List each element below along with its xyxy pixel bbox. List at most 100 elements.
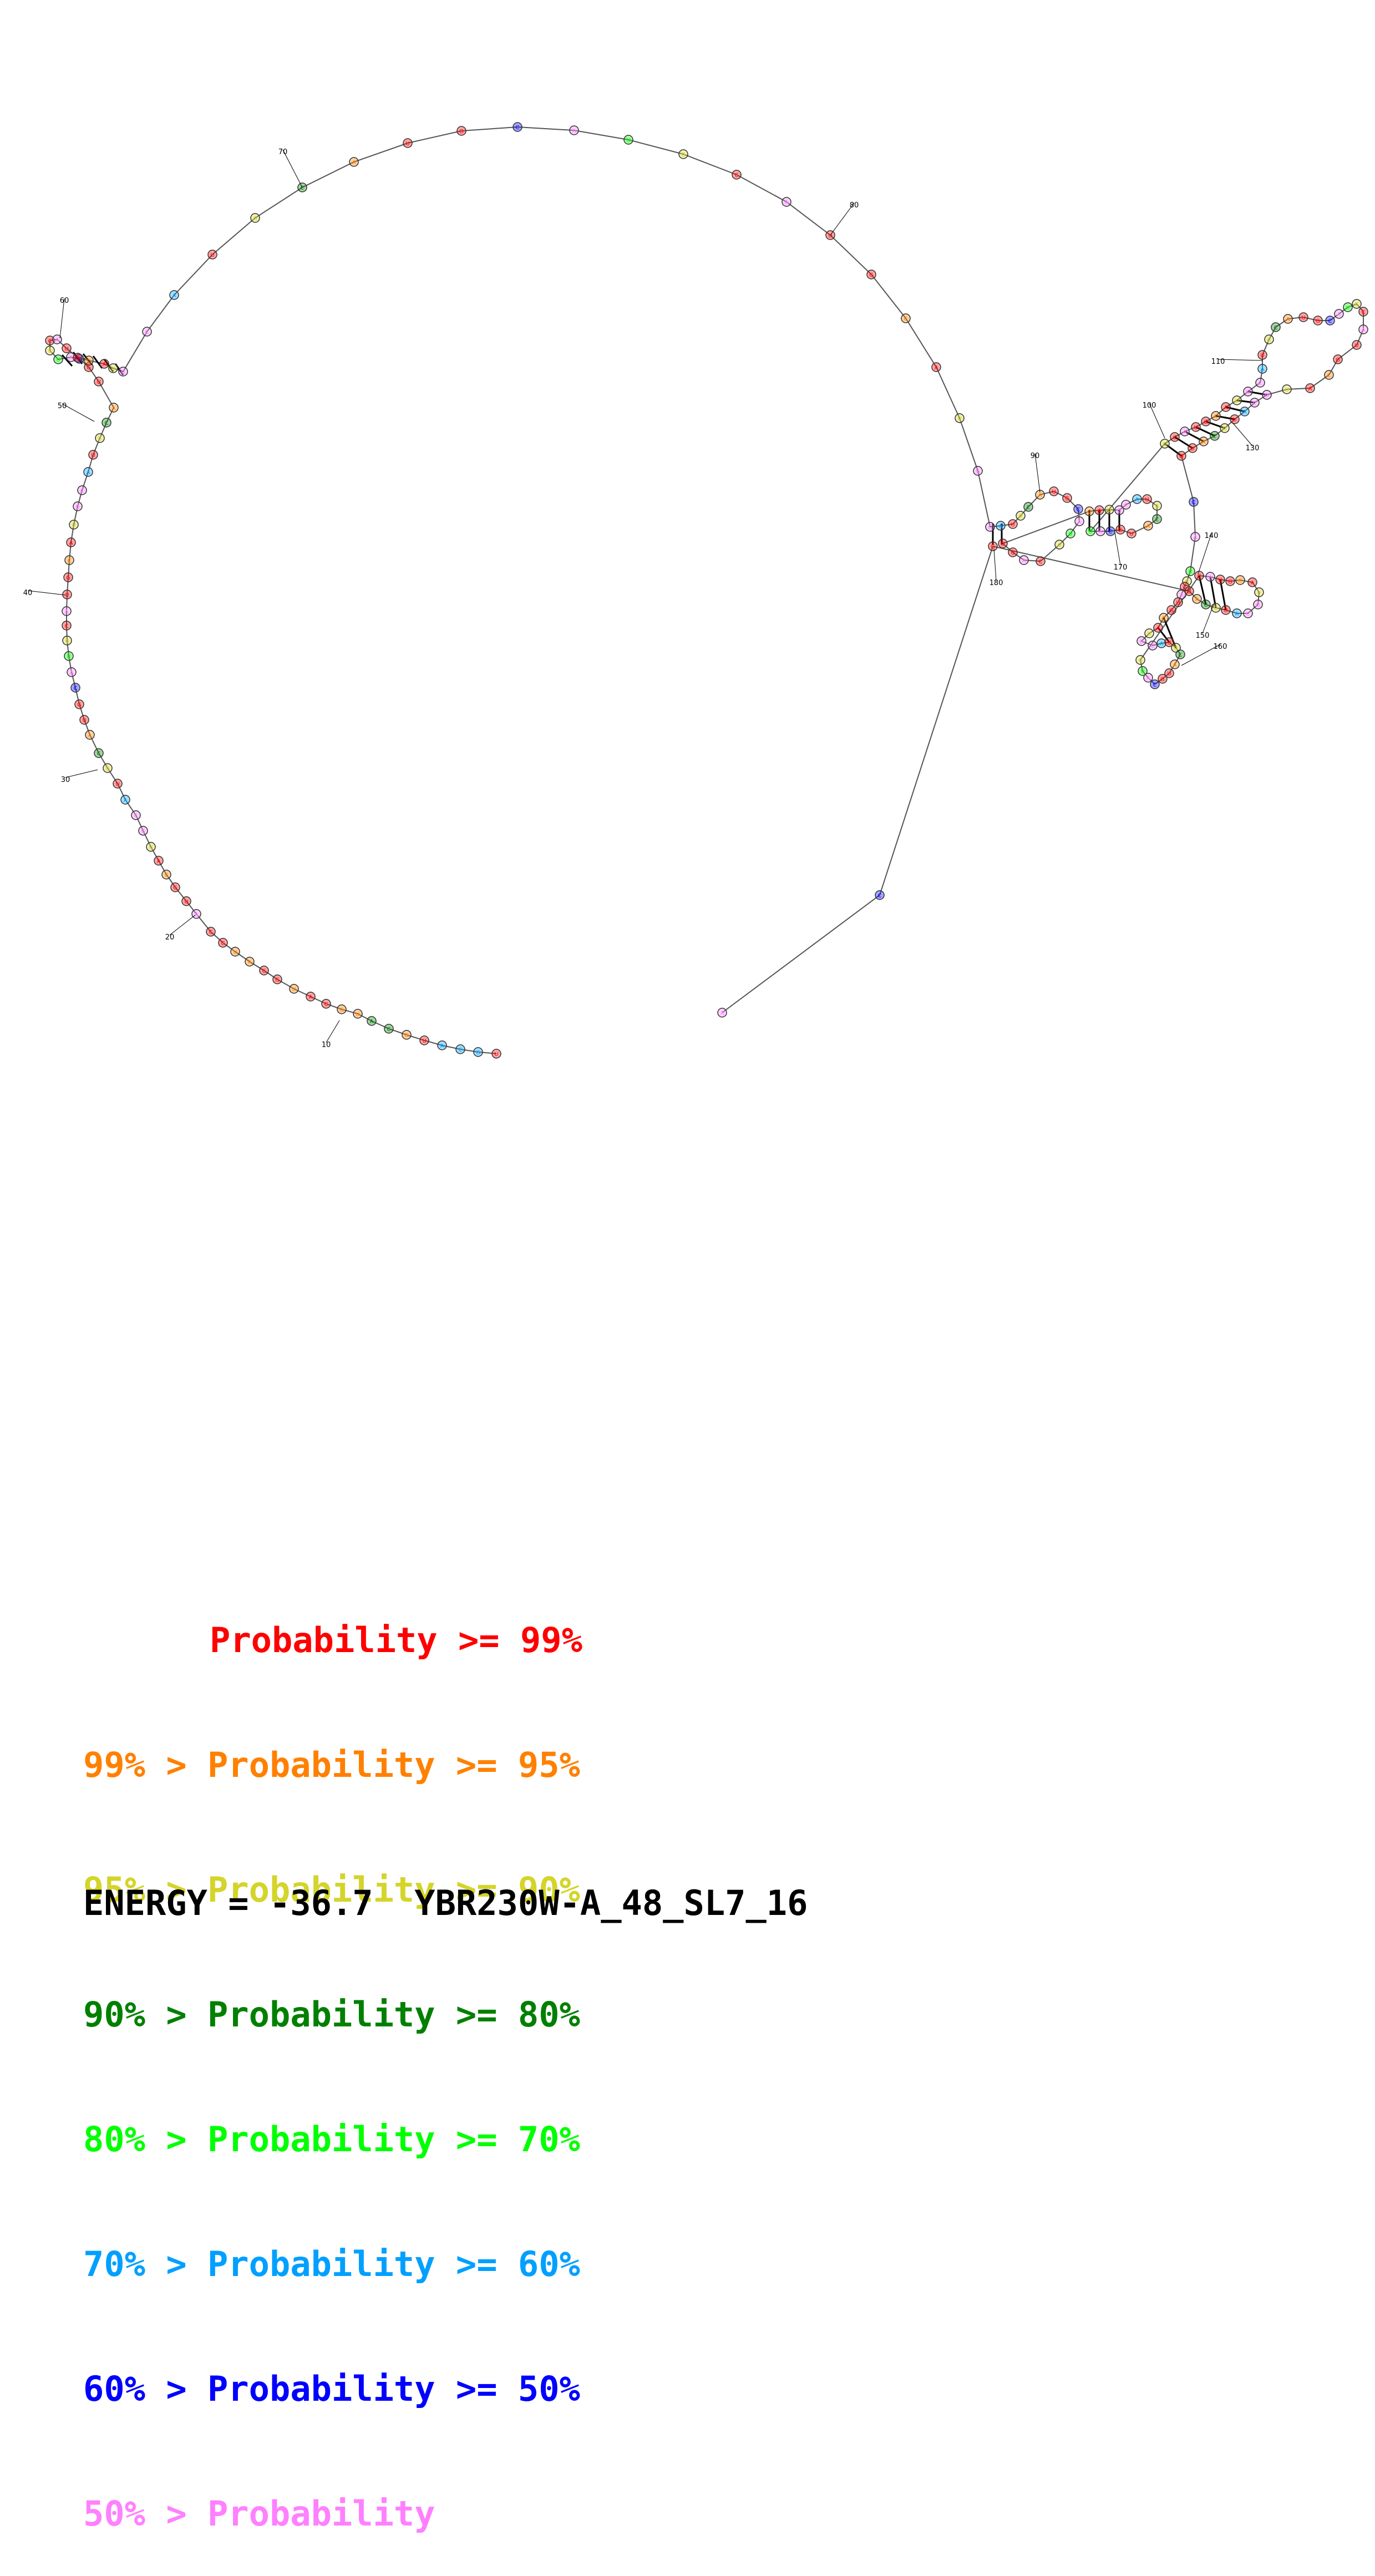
nucleotide-letter: U: [1167, 640, 1171, 646]
nucleotide-letter: G: [1214, 606, 1218, 612]
nucleotide-letter: C: [459, 1047, 463, 1053]
nucleotide-circle: [988, 541, 998, 551]
nucleotide-letter: A: [70, 670, 74, 676]
nucleotide-letter: G: [1179, 454, 1184, 460]
nucleotide-circle: [985, 522, 995, 532]
legend-sep: >: [166, 1994, 187, 2035]
nucleotide-circle: [230, 947, 240, 957]
legend-label: Probability: [207, 1745, 435, 1785]
nucleotide-circle: [1240, 407, 1250, 416]
nucleotide-circle: [1143, 521, 1153, 531]
base-pair-bond: [1219, 579, 1227, 611]
nucleotide-letter: U: [494, 1051, 498, 1058]
nucleotide-circle: [491, 1049, 501, 1059]
nucleotide-circle: [717, 1008, 727, 1018]
nucleotide-circle: [1243, 387, 1253, 397]
nucleotide-circle: [1215, 575, 1225, 585]
nucleotide-circle: [1066, 529, 1075, 538]
nucleotide-letter: A: [1209, 575, 1212, 581]
nucleotide-circle: [1084, 506, 1094, 516]
nucleotide-circle: [1094, 505, 1104, 515]
nucleotide-letter: A: [1337, 312, 1341, 318]
label-tick: [1198, 533, 1212, 575]
legend-lower: 90%: [83, 1994, 145, 2035]
position-label: 80: [850, 201, 859, 210]
nucleotide-circle: [353, 1009, 363, 1019]
nucleotide-circle: [73, 501, 83, 511]
nucleotide-letter: U: [1107, 507, 1111, 514]
nucleotide-letter: G: [1336, 357, 1340, 363]
nucleotide-circle: [623, 135, 633, 145]
nucleotide-circle: [142, 327, 152, 337]
nucleotide-circle: [1176, 451, 1186, 461]
position-label: 140: [1205, 532, 1219, 540]
nucleotide-letter: G: [1256, 602, 1260, 608]
nucleotide-letter: A: [1202, 439, 1206, 445]
nucleotide-circle: [120, 795, 130, 805]
nucleotide-circle: [367, 1016, 377, 1026]
label-tick: [169, 914, 196, 936]
nucleotide-circle: [321, 999, 331, 1009]
nucleotide-circle: [1170, 432, 1180, 442]
label-tick: [1114, 532, 1121, 566]
nucleotide-circle: [998, 538, 1008, 548]
nucleotide-letter: C: [1155, 517, 1159, 523]
nucleotide-circle: [1159, 613, 1169, 623]
nucleotide-letter: U: [149, 845, 153, 851]
nucleotide-circle: [1188, 443, 1198, 453]
nucleotide-letter: U: [1167, 671, 1171, 677]
nucleotide-circle: [513, 122, 522, 132]
nucleotide-letter: U: [957, 416, 961, 422]
position-label: 150: [1196, 632, 1210, 640]
nucleotide-circle: [1173, 597, 1183, 607]
nucleotide-circle: [1166, 605, 1176, 615]
nucleotide-circle: [1257, 364, 1267, 374]
nucleotide-letter: U: [1354, 343, 1358, 349]
label-tick: [65, 769, 98, 778]
nucleotide-circle: [131, 810, 141, 820]
nucleotide-circle: [1264, 334, 1274, 344]
position-label: 20: [165, 933, 175, 942]
nucleotide-circle: [1352, 299, 1362, 309]
position-label: 170: [1114, 563, 1128, 572]
nucleotide-letter: G: [976, 469, 980, 475]
base-pair-bond: [1195, 426, 1215, 437]
nucleotide-circle: [289, 984, 299, 994]
nucleotide-circle: [1143, 673, 1153, 683]
base-pair-bond: [61, 354, 73, 367]
nucleotide-letter: C: [1362, 309, 1366, 316]
nucleotide-letter: C: [87, 358, 91, 364]
nucleotide-letter: C: [301, 185, 305, 191]
position-label: 130: [1246, 444, 1260, 453]
legend-upper: 80%: [517, 1994, 580, 2035]
nucleotide-letter: C: [1077, 507, 1080, 513]
nucleotide-letter: G: [1117, 508, 1122, 514]
nucleotide-letter: A: [1098, 508, 1102, 514]
legend-upper: 70%: [517, 2119, 580, 2160]
nucleotide-letter: A: [1286, 317, 1290, 323]
backbone: [49, 126, 1364, 1054]
position-label: 90: [1031, 452, 1040, 460]
nucleotide-letter: U: [97, 379, 100, 385]
nucleotide-letter: C: [1039, 559, 1043, 565]
legend-op: >=: [455, 1869, 498, 1910]
legend-label: Probability: [207, 2119, 435, 2160]
nucleotide-letter: G: [1018, 514, 1023, 520]
nucleotide-letter: G: [1155, 504, 1159, 510]
nucleotide-circle: [1255, 378, 1265, 388]
nucleotide-circle: [1158, 674, 1168, 684]
nucleotide-letter: C: [262, 968, 266, 974]
nucleotide-letter: G: [459, 129, 464, 135]
nucleotide-circle: [108, 363, 118, 373]
nucleotide-circle: [1008, 519, 1018, 529]
nucleotide-letter: A: [1194, 535, 1198, 541]
nucleotide-letter: G: [1163, 441, 1167, 448]
nucleotide-circle: [1333, 354, 1343, 364]
nucleotide-circle: [1271, 322, 1281, 332]
legend-lower: 70%: [83, 2244, 145, 2284]
nucleotide-circle: [931, 362, 941, 372]
nucleotide-letter: A: [1146, 524, 1150, 530]
nucleotide-letter: C: [878, 893, 882, 899]
legend-lower: 99%: [83, 1745, 145, 1785]
nucleotide-letter: G: [77, 702, 82, 708]
